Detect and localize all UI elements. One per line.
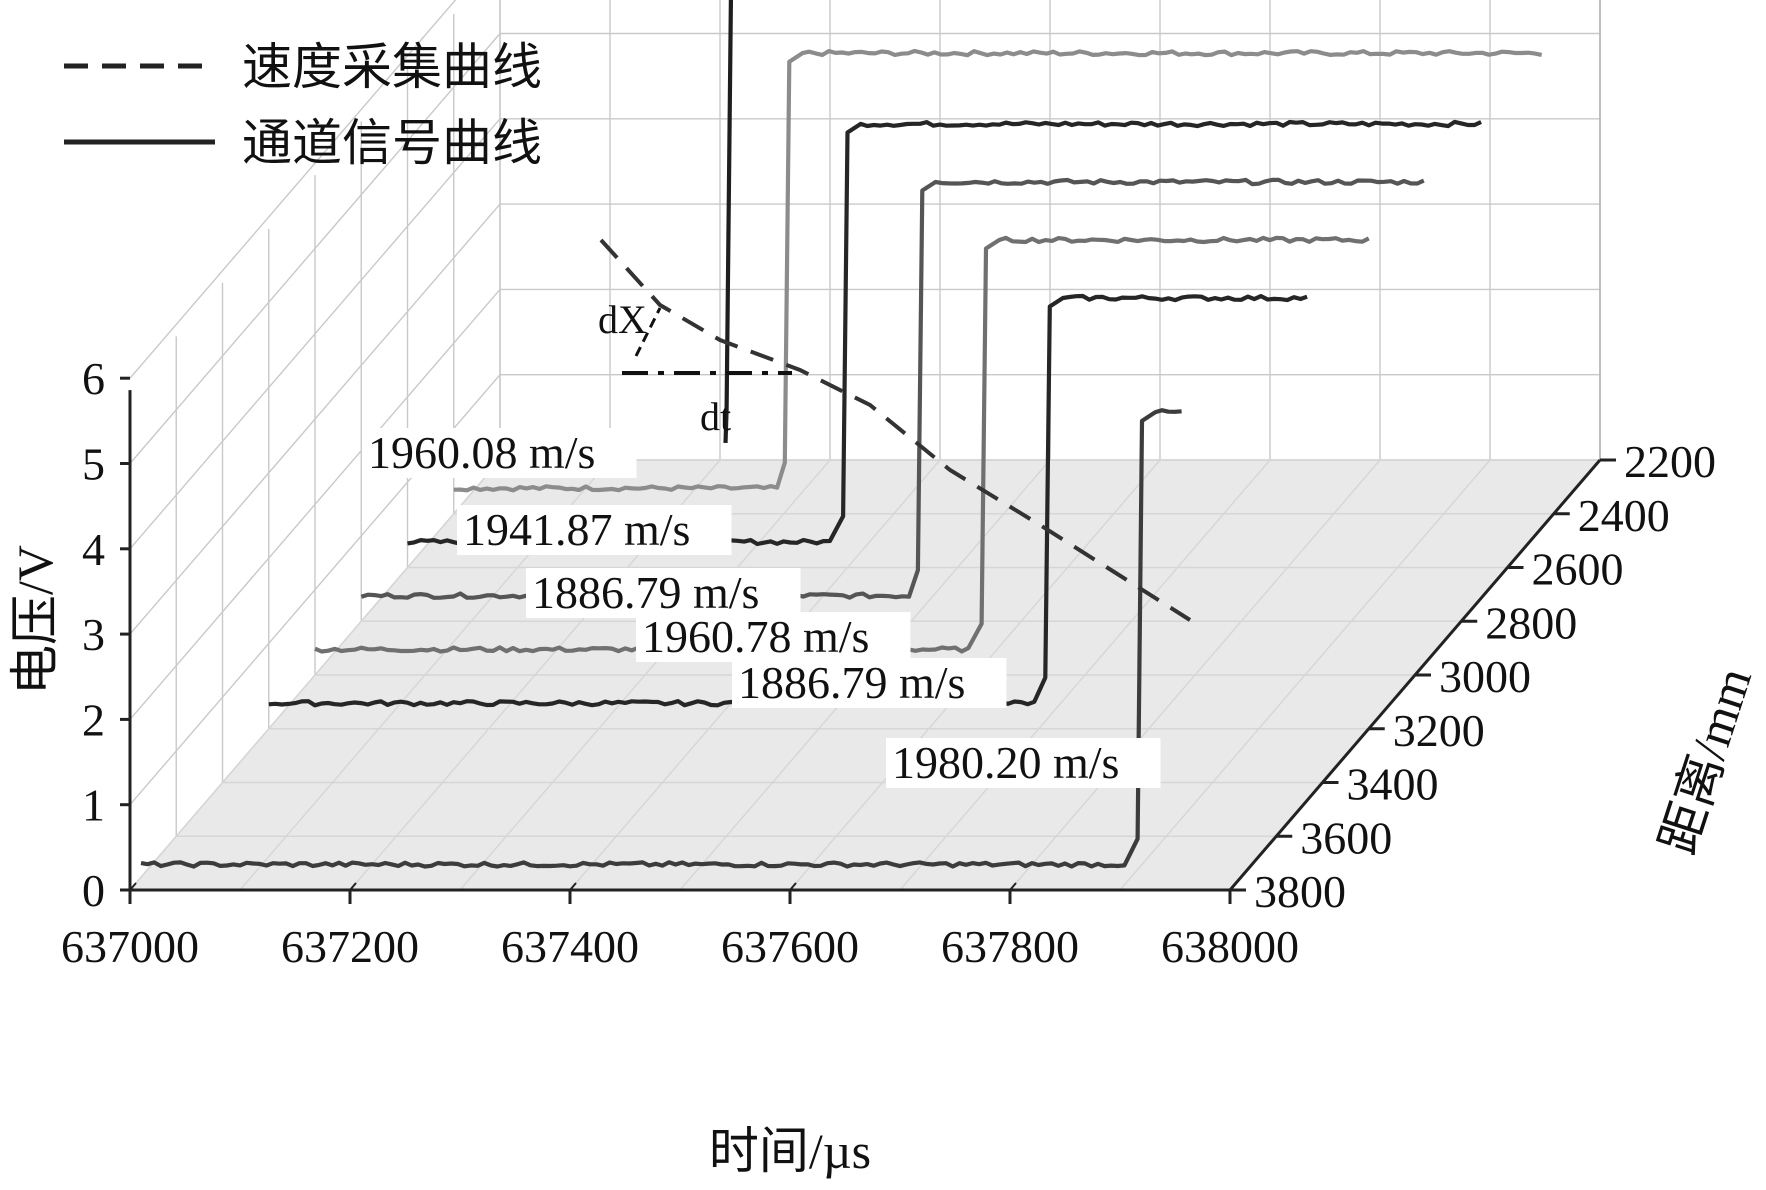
x-tick-inner — [789, 882, 797, 891]
legend-label-channel: 通道信号曲线 — [242, 115, 542, 171]
side-grid-hline — [129, 33, 501, 464]
side-grid-hline — [129, 118, 501, 550]
velocity-label: 1980.20 m/s — [892, 737, 1119, 788]
side-grid-hline — [129, 0, 457, 379]
velocity-label-bg — [526, 568, 801, 618]
x-tick-label: 637400 — [501, 921, 639, 972]
x-tick-inner — [349, 882, 357, 891]
velocity-label: 1886.79 m/s — [738, 657, 965, 708]
x-tick-inner — [129, 882, 137, 891]
z-axis-title: 距离/mm — [1650, 661, 1763, 861]
y-axis-title: 电压/V — [7, 545, 63, 695]
dt-label: dt — [700, 394, 731, 439]
y-tick-label: 6 — [82, 353, 105, 404]
side-grid-hline — [129, 288, 501, 720]
z-tick-label: 3200 — [1393, 705, 1485, 756]
x-axis-title: 时间/µs — [709, 1123, 871, 1179]
velocity-label-bg — [886, 738, 1161, 788]
y-tick-label: 3 — [82, 609, 105, 660]
dx-label: dX — [598, 297, 647, 342]
dx-line — [634, 307, 662, 357]
z-tick-label: 2200 — [1624, 436, 1716, 487]
velocity-label-bg — [362, 428, 637, 478]
side-grid-hline — [129, 203, 501, 635]
velocity-label-bg — [636, 612, 911, 662]
series-line-3800 — [140, 408, 1182, 869]
velocity-label: 1960.78 m/s — [642, 611, 869, 662]
x-tick-label: 637200 — [281, 921, 419, 972]
x-tick-label: 637000 — [61, 921, 199, 972]
y-tick-label: 2 — [82, 694, 105, 745]
z-tick-label: 2800 — [1485, 597, 1577, 648]
y-tick-label: 5 — [82, 439, 105, 490]
z-tick-label: 3800 — [1254, 866, 1346, 917]
velocity-label: 1941.87 m/s — [463, 504, 690, 555]
series-line-2400 — [453, 48, 1543, 493]
z-tick-label: 3000 — [1439, 651, 1531, 702]
z-tick-label: 2600 — [1532, 544, 1624, 595]
legend: 速度采集曲线 通道信号曲线 — [64, 39, 542, 171]
y-tick-label: 4 — [82, 524, 105, 575]
legend-label-velocity: 速度采集曲线 — [242, 39, 542, 95]
chart-overlay: dX dt 1960.08 m/s 1941.87 m/s 1886.79 m/s196… — [362, 238, 1192, 788]
velocity-label-bg — [457, 505, 732, 555]
velocity-label: 1886.79 m/s — [532, 567, 759, 618]
velocity-label-bg — [732, 658, 1007, 708]
y-tick-label: 1 — [82, 780, 105, 831]
z-tick-label: 3600 — [1300, 812, 1392, 863]
z-tick-label: 2400 — [1578, 490, 1670, 541]
z-tick-label: 3400 — [1347, 759, 1439, 810]
x-tick-inner — [1009, 882, 1017, 891]
x-tick-inner — [569, 882, 577, 891]
x-tick-label: 638000 — [1161, 921, 1299, 972]
x-tick-label: 637600 — [721, 921, 859, 972]
velocity-label: 1960.08 m/s — [368, 427, 595, 478]
chart-axes: 637000 637200 637400 637600 637800 638000 0 1 2 3… — [61, 353, 1716, 972]
velocity-curve — [599, 238, 1192, 622]
y-tick-label: 0 — [82, 865, 105, 916]
x-tick-label: 637800 — [941, 921, 1079, 972]
